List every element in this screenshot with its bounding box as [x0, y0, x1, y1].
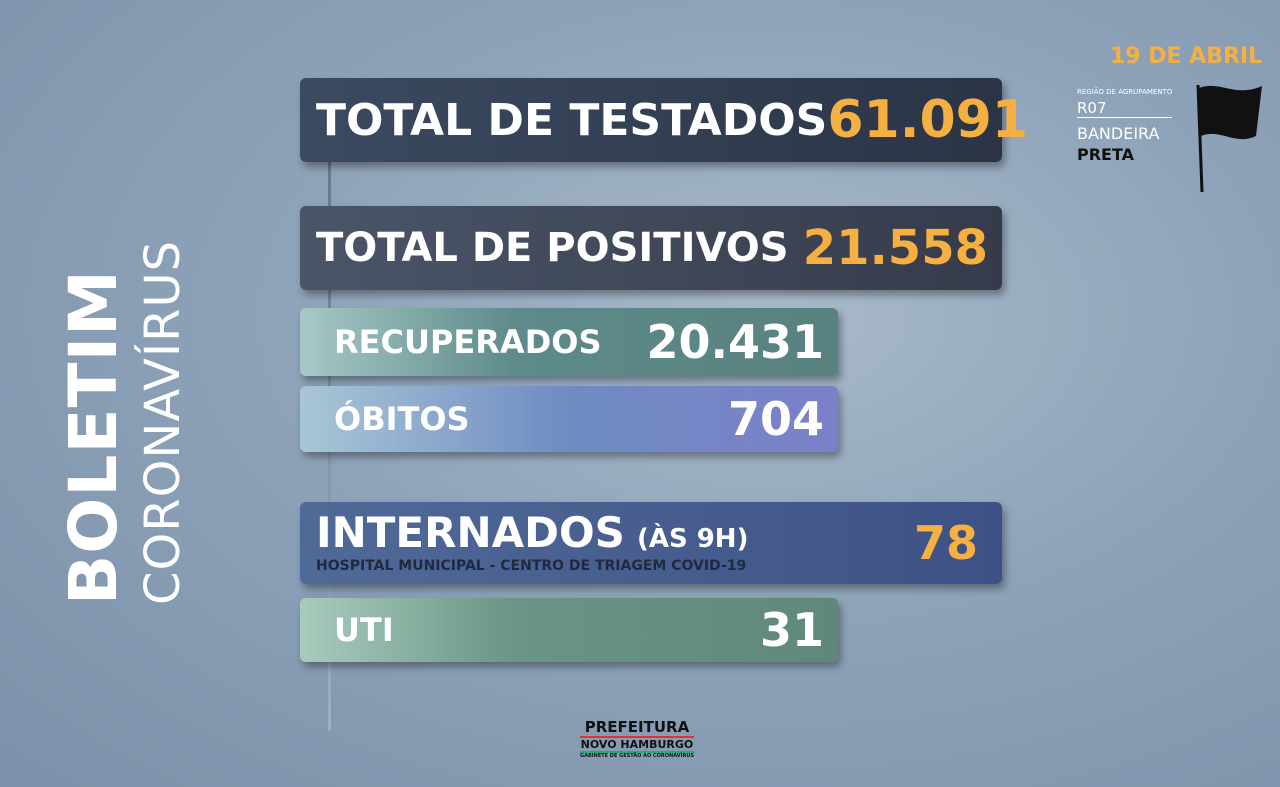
- stat-label: TOTAL DE POSITIVOS: [316, 225, 803, 271]
- region: R07: [1077, 99, 1172, 118]
- footer-line3: GABINETE DE GESTÃO AO CORONAVÍRUS: [580, 753, 694, 759]
- stat-value: 31: [759, 603, 824, 657]
- stat-label: ÓBITOS: [334, 400, 728, 438]
- footer: PREFEITURA NOVO HAMBURGO GABINETE DE GES…: [580, 718, 694, 759]
- region-label: REGIÃO DE AGRUPAMENTO: [1077, 88, 1173, 96]
- stat-label: INTERNADOS (ÀS 9H) HOSPITAL MUNICIPAL - CE…: [316, 512, 914, 575]
- stat-row: RECUPERADOS 20.431: [300, 308, 838, 376]
- stat-label-text: UTI: [334, 611, 394, 649]
- date: 19 DE ABRIL: [1110, 44, 1263, 69]
- stat-row: INTERNADOS (ÀS 9H) HOSPITAL MUNICIPAL - CE…: [300, 502, 1002, 584]
- stat-label: UTI: [334, 611, 760, 649]
- stat-label-text: RECUPERADOS: [334, 323, 602, 361]
- side-title-sub: CORONAVÍRUS: [135, 239, 191, 605]
- stat-row: ÓBITOS 704: [300, 386, 838, 452]
- stat-sub: HOSPITAL MUNICIPAL - CENTRO DE TRIAGEM C…: [316, 558, 747, 574]
- stat-row: UTI 31: [300, 598, 838, 662]
- stat-label: TOTAL DE TESTADOS: [316, 95, 827, 146]
- stat-label-text: INTERNADOS: [316, 508, 625, 557]
- stat-value: 21.558: [802, 220, 988, 276]
- stat-label: RECUPERADOS: [334, 323, 646, 361]
- footer-line2: NOVO HAMBURGO: [580, 736, 694, 753]
- flag-line1: BANDEIRA: [1077, 124, 1160, 143]
- stat-label-text: TOTAL DE POSITIVOS: [316, 225, 789, 271]
- stat-row: TOTAL DE TESTADOS 61.091: [300, 78, 1028, 162]
- stat-label-text: TOTAL DE TESTADOS: [316, 94, 828, 146]
- stat-value: 704: [727, 392, 824, 446]
- side-title-main: BOLETIM: [55, 269, 132, 605]
- stat-value: 78: [913, 516, 978, 570]
- flag-line2: PRETA: [1077, 145, 1135, 164]
- stat-label-note: (ÀS 9H): [636, 524, 749, 554]
- stat-label-main: INTERNADOS (ÀS 9H): [316, 512, 914, 554]
- stat-label-text: ÓBITOS: [334, 400, 470, 438]
- stat-row: TOTAL DE POSITIVOS 21.558: [300, 206, 1002, 290]
- stat-value: 61.091: [827, 90, 1029, 150]
- footer-line1: PREFEITURA: [584, 718, 690, 736]
- flag-icon: [1196, 84, 1262, 193]
- stat-value: 20.431: [646, 315, 824, 369]
